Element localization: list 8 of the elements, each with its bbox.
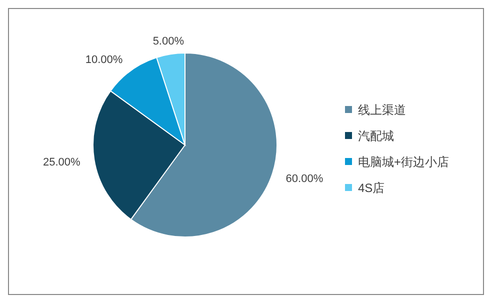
- legend-label: 4S店: [358, 181, 385, 195]
- data-label: 25.00%: [42, 156, 81, 169]
- data-label: 10.00%: [85, 54, 123, 66]
- legend-label: 汽配城: [358, 129, 394, 143]
- legend-label: 电脑城+街边小店: [358, 155, 450, 169]
- data-label: 5.00%: [152, 35, 184, 48]
- legend-label: 线上渠道: [358, 103, 406, 117]
- data-label: 60.00%: [286, 172, 324, 185]
